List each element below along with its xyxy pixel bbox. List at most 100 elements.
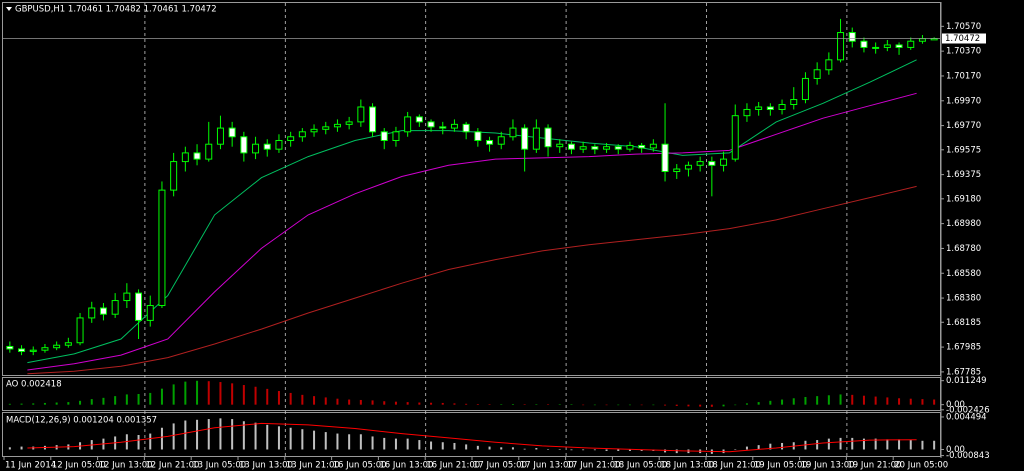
ao-bar: [710, 404, 713, 407]
macd-bar: [348, 434, 351, 450]
macd-bar: [816, 440, 819, 450]
candle-body: [439, 126, 447, 129]
candle-body: [357, 106, 365, 123]
y-tick-label: 0.00: [946, 445, 965, 455]
candle-body: [275, 139, 283, 150]
candle-body: [778, 104, 786, 110]
macd-bar: [359, 434, 362, 450]
ao-bar: [55, 402, 58, 405]
ao-bar: [289, 392, 292, 405]
x-tick-label: 12 Jun 21:00: [145, 461, 199, 471]
macd-bar: [628, 449, 631, 451]
ao-bar: [617, 404, 620, 406]
macd-bar: [511, 447, 514, 450]
ao-bar: [114, 396, 117, 405]
macd-bar: [851, 437, 854, 450]
ao-bar: [722, 404, 725, 407]
moving-average: [27, 92, 917, 371]
current-price-box: [942, 33, 986, 44]
ao-bar: [488, 404, 491, 405]
macd-bar: [839, 437, 842, 450]
y-tick-label: 1.68185: [946, 318, 981, 328]
x-tick-label: 17 Jun 05:00: [473, 461, 527, 471]
ao-bar: [266, 388, 269, 405]
ao-bar: [839, 394, 842, 405]
y-tick-label: 1.69970: [946, 96, 981, 106]
ao-bar: [79, 400, 82, 405]
macd-bar: [909, 440, 912, 450]
candle-body: [626, 144, 634, 150]
candle-body: [64, 342, 72, 346]
x-tick-label: 11 Jun 2014: [5, 461, 56, 471]
ao-bar: [827, 395, 830, 405]
macd-bar: [371, 436, 374, 450]
ao-bar: [675, 404, 678, 406]
candle-body: [638, 144, 646, 149]
ao-bar: [90, 399, 93, 405]
macd-bar: [289, 427, 292, 450]
ao-bar: [664, 404, 667, 406]
macd-bar: [523, 448, 526, 450]
x-tick-label: 16 Jun 13:00: [379, 461, 433, 471]
macd-bar: [488, 446, 491, 450]
ao-bar: [769, 400, 772, 405]
macd-bar: [231, 419, 234, 450]
menu-arrow[interactable]: [6, 7, 12, 11]
macd-bar: [898, 439, 901, 450]
ao-bar: [781, 399, 784, 405]
candle-body: [474, 131, 482, 141]
macd-bar: [277, 426, 280, 450]
ao-bar: [371, 400, 374, 405]
candle-body: [392, 131, 400, 141]
candle-body: [99, 307, 107, 315]
ao-bar: [102, 397, 105, 405]
macd-bar: [745, 446, 748, 450]
candle-body: [415, 116, 423, 123]
macd-bar: [476, 445, 479, 450]
ao-bar: [137, 394, 140, 405]
macd-bar: [874, 438, 877, 450]
macd-bar: [301, 429, 304, 450]
macd-bar: [219, 418, 222, 450]
macd-title: MACD(12,26,9) 0.001204 0.001357: [6, 416, 157, 426]
ao-bar: [593, 404, 596, 406]
ao-bar: [933, 399, 936, 405]
candle-body: [544, 127, 552, 148]
ao-bar: [418, 402, 421, 405]
macd-bar: [617, 449, 620, 451]
macd-bar: [324, 432, 327, 450]
ao-bar: [383, 401, 386, 405]
ao-bar: [476, 404, 479, 405]
ao-title: AO 0.002418: [6, 380, 62, 390]
y-tick-label: 1.68780: [946, 244, 981, 254]
macd-bar: [336, 433, 339, 450]
ao-bar: [313, 396, 316, 405]
candle-body: [345, 121, 353, 125]
ao-bar: [804, 396, 807, 405]
ao-bar: [734, 404, 737, 406]
candle-body: [813, 69, 821, 79]
y-tick-label: 1.70570: [946, 22, 981, 32]
candle-body: [825, 59, 833, 71]
macd-bar: [827, 438, 830, 450]
candle-body: [6, 345, 14, 350]
ao-bar: [874, 396, 877, 405]
y-tick-label: 1.68580: [946, 269, 981, 279]
candle-body: [146, 305, 154, 321]
x-tick-label: 19 Jun 21:00: [847, 461, 901, 471]
macd-bar: [172, 423, 175, 450]
ao-bar: [348, 399, 351, 405]
macd-bar: [781, 442, 784, 450]
candle-body: [450, 123, 458, 129]
ao-bar: [43, 402, 46, 405]
candle-body: [614, 146, 622, 150]
y-tick-label: 1.69575: [946, 145, 981, 155]
macd-bar: [547, 449, 550, 450]
ao-bar: [523, 404, 526, 405]
x-tick-label: 18 Jun 13:00: [660, 461, 714, 471]
ao-bar: [254, 386, 257, 405]
macd-bar: [582, 449, 585, 451]
candle-body: [462, 123, 470, 133]
candle-body: [673, 168, 681, 173]
